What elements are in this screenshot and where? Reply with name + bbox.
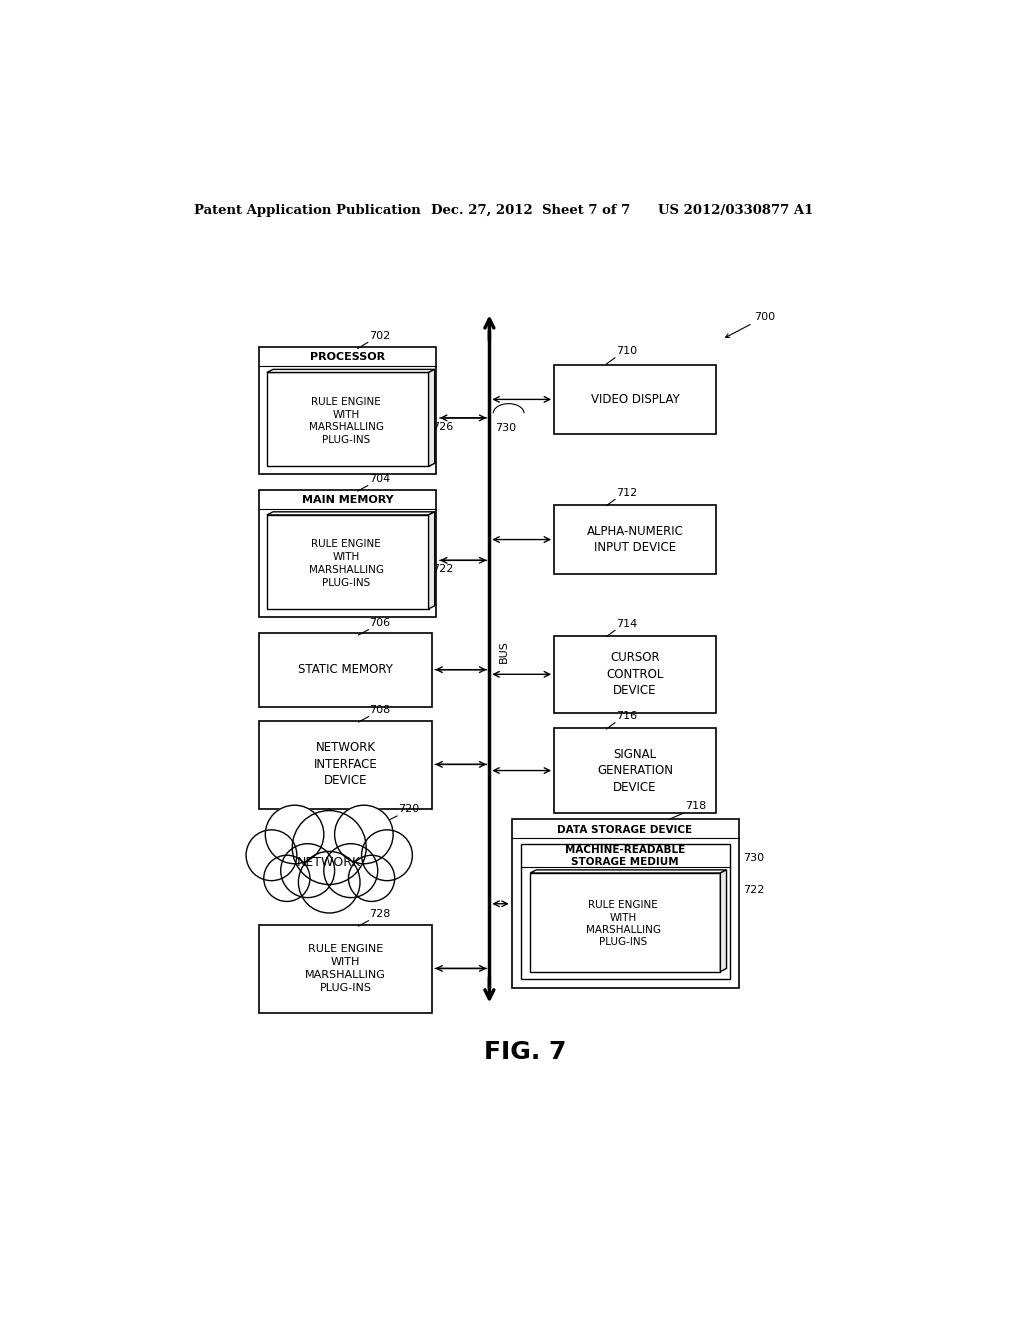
Circle shape — [335, 805, 393, 863]
Text: 712: 712 — [615, 488, 637, 498]
Bar — [554, 506, 716, 574]
Text: 722: 722 — [432, 564, 454, 574]
Text: SIGNAL
GENERATION
DEVICE: SIGNAL GENERATION DEVICE — [597, 747, 673, 793]
Bar — [267, 372, 429, 466]
Bar — [259, 924, 432, 1014]
Circle shape — [265, 805, 324, 863]
Text: 728: 728 — [370, 909, 390, 919]
Circle shape — [264, 855, 310, 902]
Text: 702: 702 — [370, 331, 390, 341]
Text: RULE ENGINE
WITH
MARSHALLING
PLUG-INS: RULE ENGINE WITH MARSHALLING PLUG-INS — [308, 539, 384, 587]
Text: NETWORK: NETWORK — [297, 857, 361, 870]
Text: 714: 714 — [615, 619, 637, 628]
Text: 716: 716 — [615, 711, 637, 721]
Text: 720: 720 — [398, 804, 420, 814]
Text: US 2012/0330877 A1: US 2012/0330877 A1 — [658, 205, 813, 218]
Bar — [554, 729, 716, 813]
Text: STATIC MEMORY: STATIC MEMORY — [298, 663, 393, 676]
Text: Patent Application Publication: Patent Application Publication — [194, 205, 421, 218]
Text: RULE ENGINE
WITH
MARSHALLING
PLUG-INS: RULE ENGINE WITH MARSHALLING PLUG-INS — [308, 397, 384, 445]
Circle shape — [298, 851, 360, 913]
Text: 700: 700 — [755, 312, 775, 322]
Text: DATA STORAGE DEVICE: DATA STORAGE DEVICE — [557, 825, 692, 834]
Text: 730: 730 — [742, 853, 764, 862]
Text: VIDEO DISPLAY: VIDEO DISPLAY — [591, 393, 679, 407]
Bar — [530, 873, 720, 972]
Bar — [259, 634, 432, 706]
Bar — [259, 490, 436, 616]
Text: 704: 704 — [370, 474, 390, 484]
Text: 708: 708 — [370, 705, 390, 715]
Polygon shape — [267, 370, 435, 372]
Bar — [512, 818, 739, 989]
Polygon shape — [267, 512, 435, 515]
Bar — [267, 515, 429, 609]
Text: 718: 718 — [685, 801, 707, 812]
Text: PROCESSOR: PROCESSOR — [310, 352, 385, 362]
Text: 710: 710 — [615, 346, 637, 356]
Circle shape — [281, 843, 335, 898]
Circle shape — [324, 843, 378, 898]
Polygon shape — [429, 512, 435, 609]
Text: 722: 722 — [742, 884, 764, 895]
Text: RULE ENGINE
WITH
MARSHALLING
PLUG-INS: RULE ENGINE WITH MARSHALLING PLUG-INS — [305, 944, 386, 993]
Text: 730: 730 — [496, 422, 517, 433]
Text: CURSOR
CONTROL
DEVICE: CURSOR CONTROL DEVICE — [606, 651, 664, 697]
Text: 706: 706 — [370, 618, 390, 628]
Circle shape — [348, 855, 394, 902]
Text: NETWORK
INTERFACE
DEVICE: NETWORK INTERFACE DEVICE — [313, 742, 377, 788]
Bar — [521, 843, 730, 979]
Text: MACHINE-READABLE
STORAGE MEDIUM: MACHINE-READABLE STORAGE MEDIUM — [565, 845, 685, 867]
Text: BUS: BUS — [499, 640, 509, 663]
Text: RULE ENGINE
WITH
MARSHALLING
PLUG-INS: RULE ENGINE WITH MARSHALLING PLUG-INS — [586, 900, 660, 948]
Circle shape — [361, 830, 413, 880]
Bar — [259, 347, 436, 474]
Bar — [554, 636, 716, 713]
Text: FIG. 7: FIG. 7 — [483, 1040, 566, 1064]
Polygon shape — [720, 870, 727, 972]
Polygon shape — [530, 870, 727, 873]
Bar — [554, 364, 716, 434]
Text: 726: 726 — [432, 422, 454, 432]
Circle shape — [292, 810, 367, 884]
Polygon shape — [429, 370, 435, 466]
Circle shape — [246, 830, 297, 880]
Text: MAIN MEMORY: MAIN MEMORY — [302, 495, 393, 504]
Text: Dec. 27, 2012  Sheet 7 of 7: Dec. 27, 2012 Sheet 7 of 7 — [431, 205, 630, 218]
Text: ALPHA-NUMERIC
INPUT DEVICE: ALPHA-NUMERIC INPUT DEVICE — [587, 525, 683, 554]
Bar — [259, 721, 432, 809]
